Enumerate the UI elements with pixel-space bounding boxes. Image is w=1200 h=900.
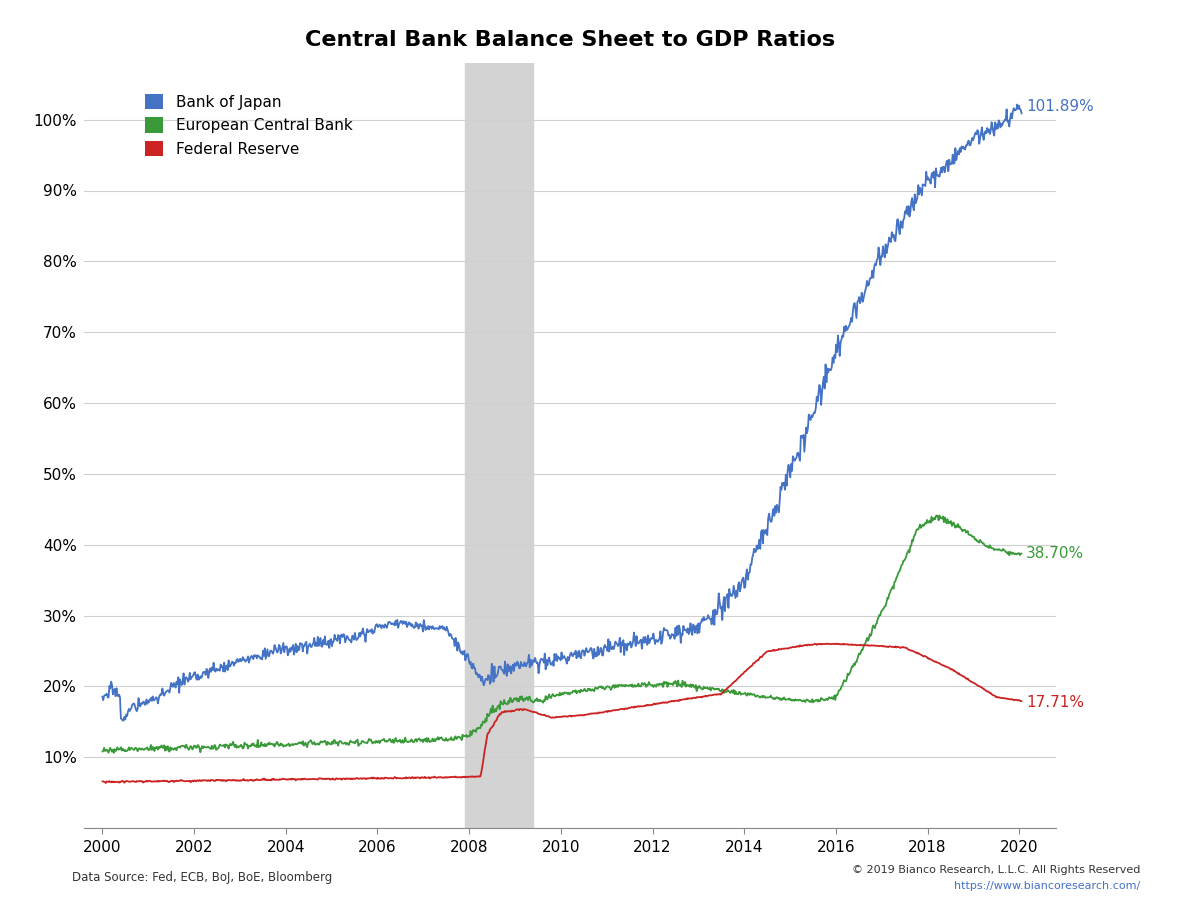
Text: 17.71%: 17.71% (1026, 695, 1084, 710)
Text: https://www.biancoresearch.com/: https://www.biancoresearch.com/ (954, 881, 1140, 891)
Title: Central Bank Balance Sheet to GDP Ratios: Central Bank Balance Sheet to GDP Ratios (305, 31, 835, 50)
Text: 101.89%: 101.89% (1026, 99, 1094, 113)
Legend: Bank of Japan, European Central Bank, Federal Reserve: Bank of Japan, European Central Bank, Fe… (145, 94, 353, 157)
Text: 38.70%: 38.70% (1026, 546, 1085, 562)
Text: Data Source: Fed, ECB, BoJ, BoE, Bloomberg: Data Source: Fed, ECB, BoJ, BoE, Bloombe… (72, 871, 332, 884)
Text: © 2019 Bianco Research, L.L.C. All Rights Reserved: © 2019 Bianco Research, L.L.C. All Right… (852, 865, 1140, 875)
Bar (464, 63, 533, 828)
